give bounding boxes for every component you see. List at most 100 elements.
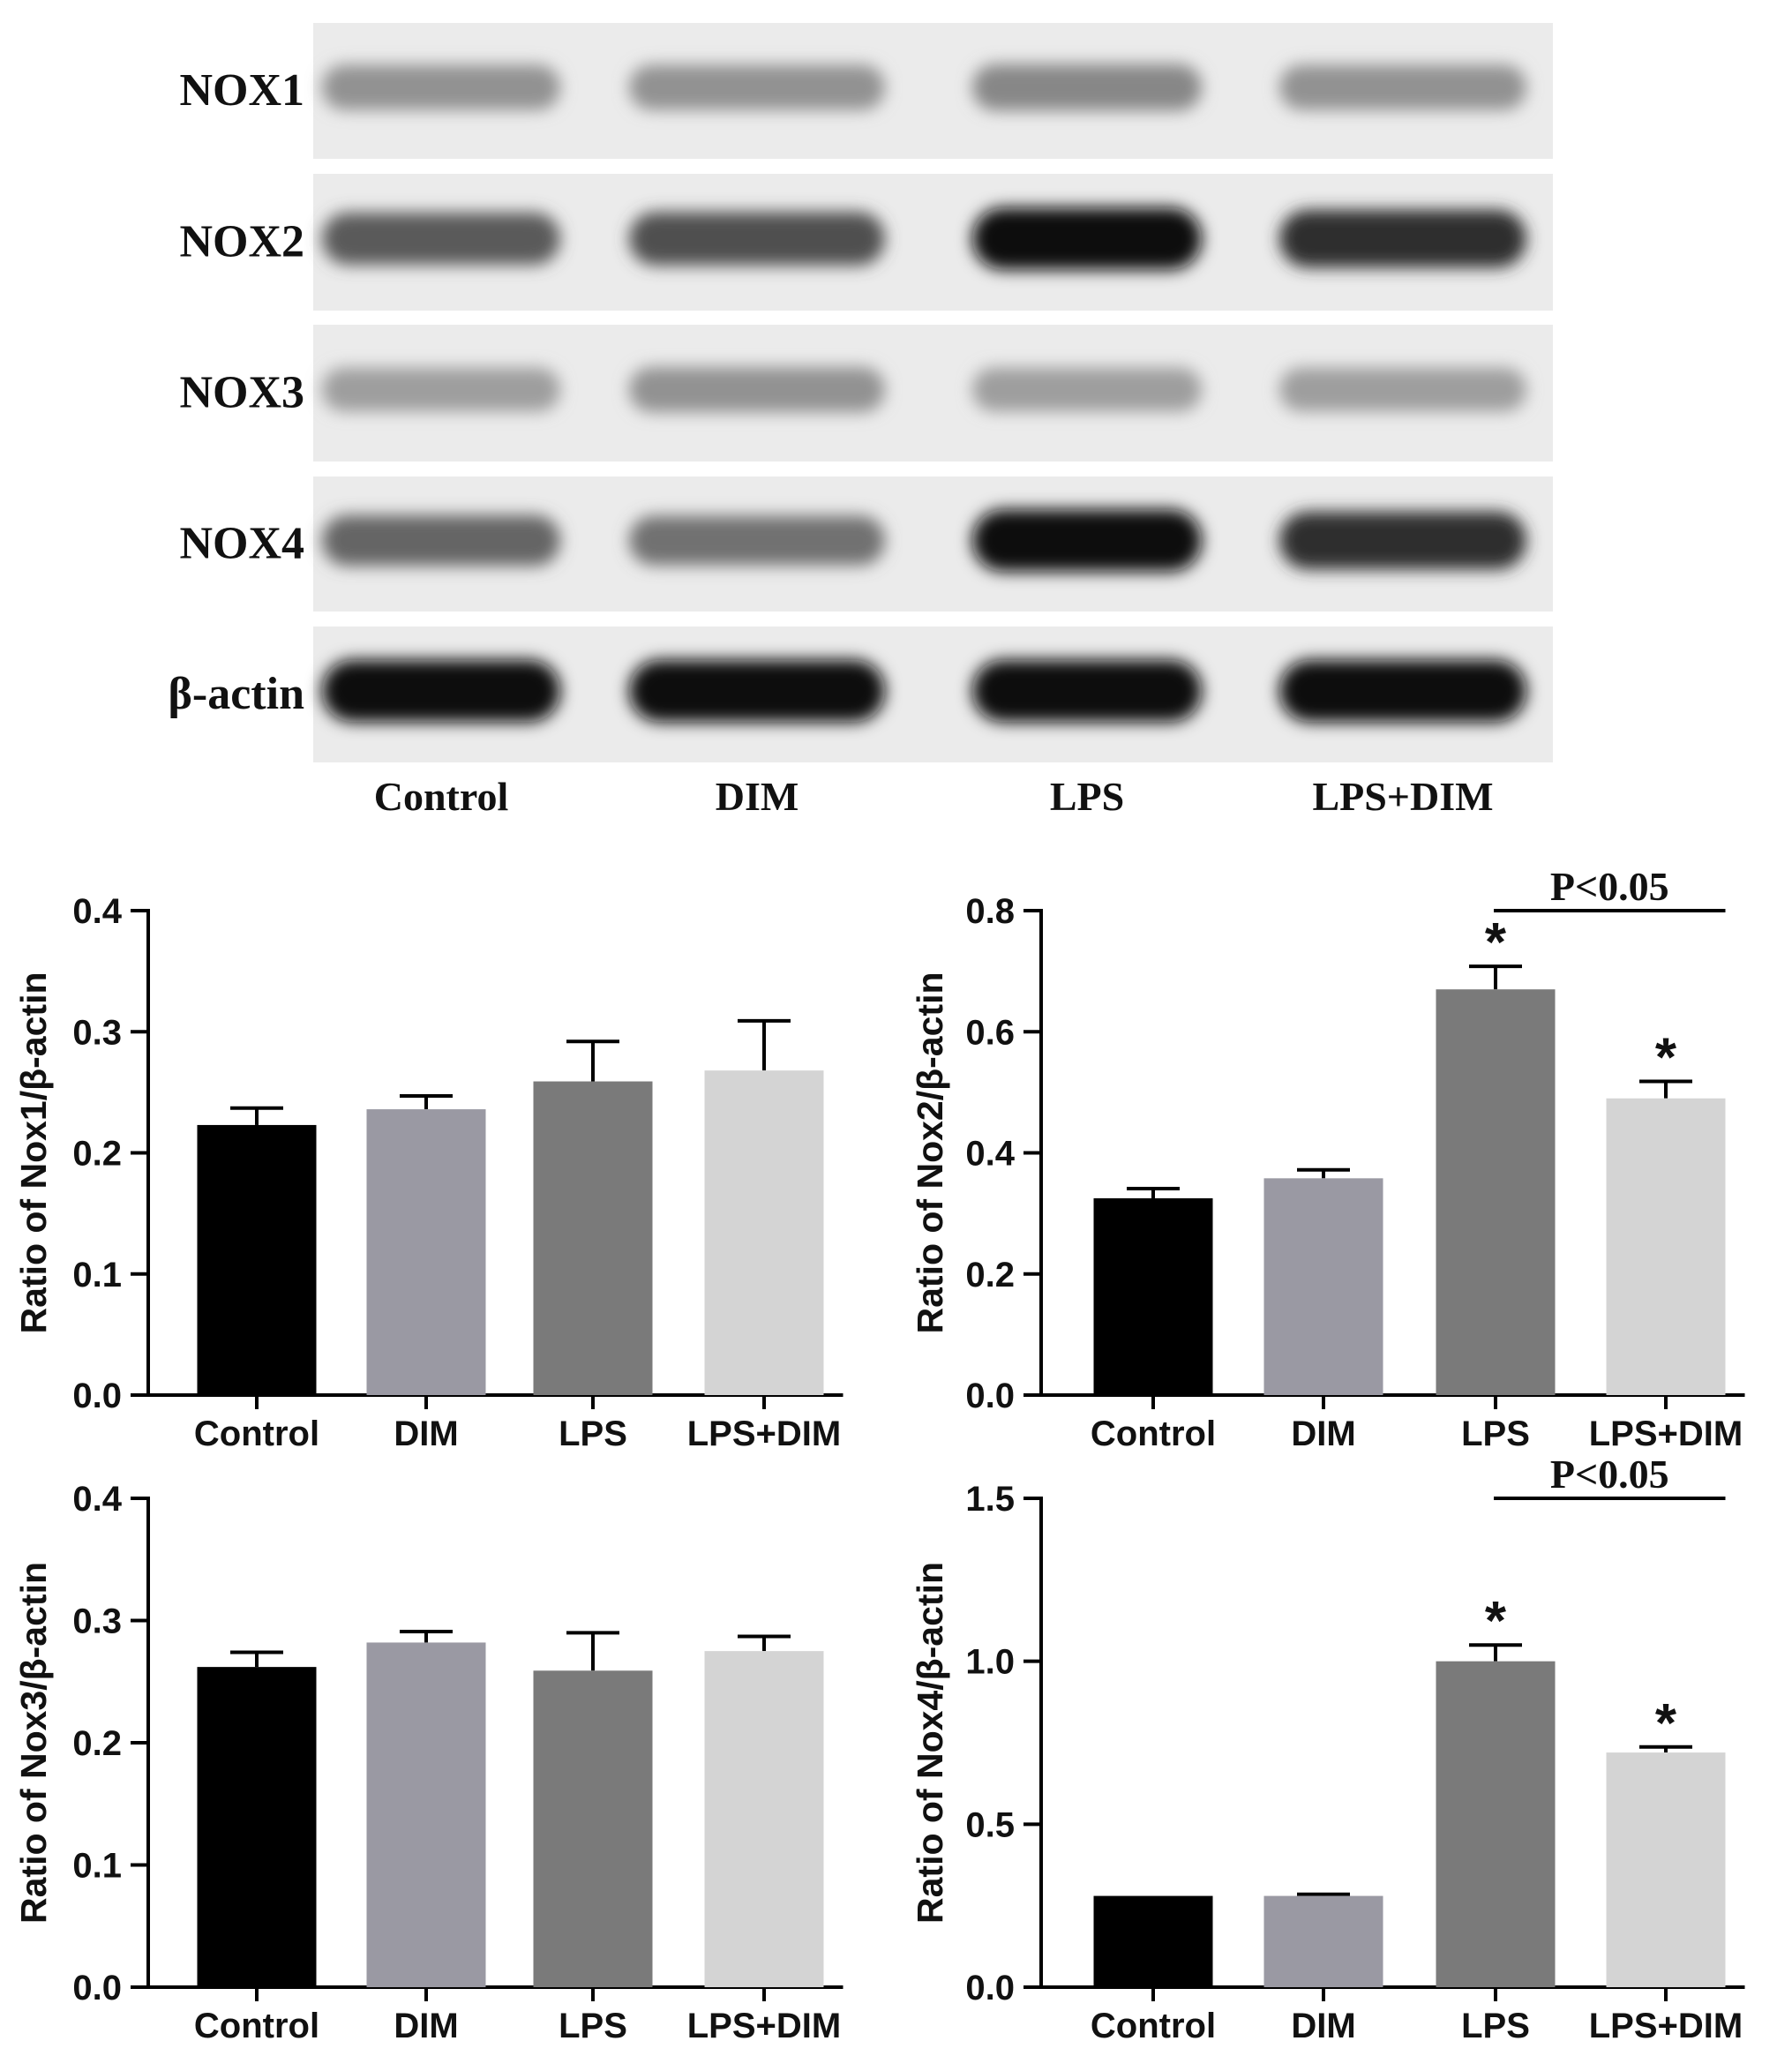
- y-axis-label: Ratio of Nox3/β-actin: [13, 1562, 54, 1924]
- x-tick-label: LPS: [1461, 2007, 1530, 2045]
- chart-2: 0.0 0.2 0.4 0.6 0.8 Ratio of Nox2/β-actin Cont…: [910, 864, 1745, 1453]
- y-tick-label: 0.0: [965, 1969, 1015, 2007]
- bar-dim: [1263, 1895, 1383, 1987]
- significance-star: *: [1655, 1028, 1677, 1089]
- band-dim: [629, 366, 885, 413]
- x-tick-label: LPS: [559, 2007, 627, 2045]
- x-tick-label: DIM: [1291, 1414, 1355, 1453]
- bar-control: [197, 1124, 317, 1395]
- chart-3: 0.0 0.1 0.2 0.3 0.4 Ratio of Nox3/β-actin Cont…: [13, 1480, 844, 2045]
- x-tick-label: LPS+DIM: [687, 1414, 841, 1453]
- lane-label-lps: LPS: [1050, 774, 1124, 819]
- bar-dim: [1263, 1178, 1383, 1395]
- y-tick-label: 0.3: [72, 1602, 122, 1641]
- bar-lps: [1436, 1661, 1556, 1987]
- pvalue-label: P<0.05: [1550, 1452, 1669, 1497]
- x-tick-label: DIM: [394, 1414, 458, 1453]
- bar-lps: [533, 1670, 653, 1987]
- y-tick-label: 1.0: [965, 1643, 1015, 1682]
- y-tick-label: 0.0: [72, 1377, 122, 1415]
- band-control: [322, 64, 560, 110]
- band-lps: [972, 367, 1202, 412]
- bar-lps: [533, 1081, 653, 1395]
- band-lps: [972, 64, 1202, 111]
- lane-label-lps-dim: LPS+DIM: [1312, 774, 1493, 819]
- x-tick-label: Control: [194, 1414, 319, 1453]
- protein-label: β-actin: [169, 669, 305, 719]
- y-tick-label: 0.5: [965, 1805, 1015, 1844]
- significance-star: *: [1485, 1591, 1507, 1652]
- band-control: [322, 212, 560, 266]
- lane-label-control: Control: [374, 774, 509, 819]
- y-tick-label: 0.2: [965, 1256, 1015, 1294]
- pvalue-label: P<0.05: [1550, 864, 1669, 909]
- bar-control: [197, 1667, 317, 1987]
- band-control: [322, 367, 560, 412]
- blot-row-nox1: NOX1: [179, 23, 1553, 159]
- lane-label-dim: DIM: [716, 774, 799, 819]
- band-dim: [629, 212, 885, 266]
- protein-label: NOX4: [179, 519, 304, 569]
- x-tick-label: LPS+DIM: [1589, 2007, 1743, 2045]
- x-tick-label: Control: [1091, 1414, 1216, 1453]
- bar-lps-dim: [704, 1651, 824, 1987]
- y-tick-label: 0.2: [72, 1724, 122, 1763]
- bar-dim: [366, 1109, 486, 1395]
- y-tick-label: 0.8: [965, 892, 1015, 931]
- band-dim: [629, 515, 885, 566]
- y-axis-label: Ratio of Nox1/β-actin: [13, 972, 54, 1334]
- band-lps-dim: [1279, 209, 1526, 268]
- y-tick-label: 0.0: [72, 1969, 122, 2007]
- bar-lps-dim: [704, 1070, 824, 1395]
- y-tick-label: 1.5: [965, 1480, 1015, 1519]
- band-lps-dim: [1279, 64, 1526, 110]
- significance-star: *: [1485, 912, 1507, 973]
- bar-lps-dim: [1606, 1098, 1726, 1395]
- bar-control: [1093, 1895, 1213, 1987]
- x-tick-label: LPS+DIM: [1589, 1414, 1743, 1453]
- band-dim: [629, 64, 885, 110]
- protein-label: NOX3: [179, 368, 304, 418]
- protein-label: NOX2: [179, 217, 304, 267]
- band-control: [322, 659, 560, 723]
- blot-row-nox4: NOX4: [179, 476, 1553, 612]
- y-tick-label: 0.3: [72, 1013, 122, 1052]
- y-axis-label: Ratio of Nox2/β-actin: [910, 972, 950, 1334]
- bar-charts: 0.0 0.1 0.2 0.3 0.4 Ratio of Nox1/β-actin Cont…: [13, 864, 1745, 2045]
- significance-star: *: [1655, 1693, 1677, 1754]
- bar-dim: [366, 1642, 486, 1987]
- x-tick-label: DIM: [394, 2007, 458, 2045]
- western-blot-panel: NOX1 NOX2 NOX3 NOX4 β-actin Control DIM LPS LPS+…: [169, 23, 1553, 819]
- x-tick-label: LPS: [559, 1414, 627, 1453]
- y-tick-label: 0.4: [965, 1135, 1015, 1174]
- y-tick-label: 0.1: [72, 1847, 122, 1886]
- blot-row-nox3: NOX3: [179, 325, 1553, 461]
- band-lps-dim: [1279, 511, 1526, 570]
- x-tick-label: Control: [194, 2007, 319, 2045]
- y-tick-label: 0.0: [965, 1377, 1015, 1415]
- bar-control: [1093, 1197, 1213, 1395]
- bar-lps: [1436, 989, 1556, 1395]
- blot-row-nox2: NOX2: [179, 174, 1553, 311]
- band-lps-dim: [1279, 659, 1526, 723]
- band-lps: [972, 659, 1202, 723]
- chart-4: 0.0 0.5 1.0 1.5 Ratio of Nox4/β-actin Control…: [910, 1452, 1745, 2045]
- x-tick-label: DIM: [1291, 2007, 1355, 2045]
- y-tick-label: 0.2: [72, 1135, 122, 1174]
- y-tick-label: 0.6: [965, 1013, 1015, 1052]
- protein-label: NOX1: [179, 65, 304, 116]
- blot-row-actin: β-actin: [169, 627, 1553, 762]
- y-tick-label: 0.4: [72, 1480, 122, 1519]
- band-lps-dim: [1279, 367, 1526, 412]
- chart-1: 0.0 0.1 0.2 0.3 0.4 Ratio of Nox1/β-actin Cont…: [13, 892, 844, 1453]
- band-lps: [972, 207, 1202, 270]
- band-control: [322, 514, 560, 567]
- y-tick-label: 0.4: [72, 892, 122, 931]
- y-axis-label: Ratio of Nox4/β-actin: [910, 1562, 950, 1924]
- x-tick-label: Control: [1091, 2007, 1216, 2045]
- bar-lps-dim: [1606, 1752, 1726, 1987]
- band-dim: [629, 659, 885, 723]
- x-tick-label: LPS: [1461, 1414, 1530, 1453]
- y-tick-label: 0.1: [72, 1256, 122, 1294]
